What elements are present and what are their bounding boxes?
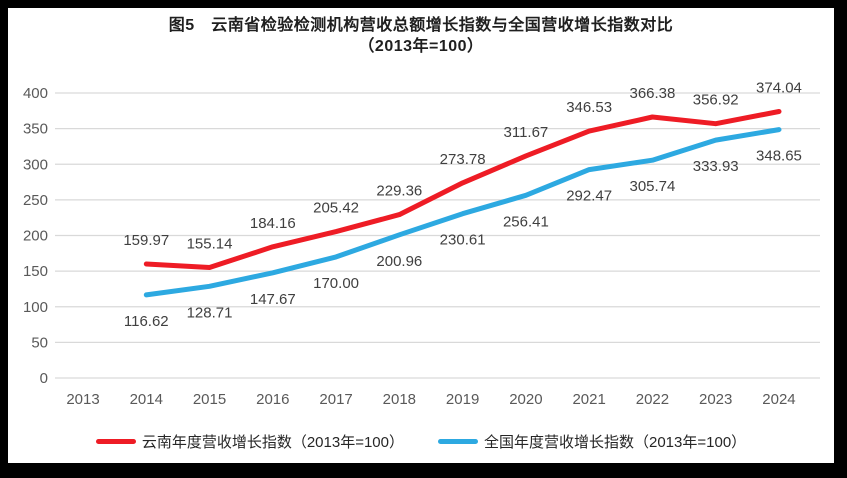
series-line-1: [143, 127, 782, 298]
data-label-series1-2015: 128.71: [187, 304, 233, 321]
data-label-series1-2023: 333.93: [693, 158, 739, 175]
y-axis-tick-400: 400: [23, 85, 48, 102]
data-label-series0-2017: 205.42: [313, 200, 359, 217]
data-label-series1-2019: 230.61: [440, 232, 486, 249]
legend-item-yunnan: 云南年度营收增长指数（2013年=100）: [95, 431, 404, 452]
y-axis-tick-200: 200: [23, 228, 48, 245]
chart-title-line1: 图5 云南省检验检测机构营收总额增长指数与全国营收增长指数对比: [168, 17, 674, 34]
x-axis-tick-2020: 2020: [509, 391, 542, 408]
data-label-series1-2021: 292.47: [566, 188, 612, 205]
data-label-series0-2016: 184.16: [250, 215, 296, 232]
series-line-0: [143, 109, 782, 270]
data-label-series1-2014: 116.62: [124, 313, 169, 330]
data-label-series1-2020: 256.41: [503, 213, 549, 230]
x-axis-tick-2015: 2015: [193, 391, 226, 408]
x-axis-tick-2018: 2018: [383, 391, 416, 408]
y-axis-tick-50: 50: [31, 334, 48, 351]
y-axis-tick-150: 150: [23, 263, 48, 280]
data-label-series0-2023: 356.92: [693, 92, 739, 109]
legend-label-yunnan: 云南年度营收增长指数（2013年=100）: [141, 434, 404, 451]
data-label-series0-2015: 155.14: [187, 235, 233, 252]
data-label-series1-2018: 200.96: [376, 253, 422, 270]
y-axis-tick-350: 350: [23, 121, 48, 138]
y-axis-tick-100: 100: [23, 299, 48, 316]
data-label-series1-2016: 147.67: [250, 291, 296, 308]
chart-title: 图5 云南省检验检测机构营收总额增长指数与全国营收增长指数对比 （2013年=1…: [8, 15, 834, 57]
legend-item-national: 全国年度营收增长指数（2013年=100）: [438, 431, 746, 452]
data-label-series0-2014: 159.97: [123, 232, 169, 249]
data-label-series1-2022: 305.74: [629, 178, 675, 195]
data-label-series0-2020: 311.67: [504, 124, 549, 141]
data-label-series0-2018: 229.36: [376, 183, 422, 200]
y-axis-tick-0: 0: [40, 370, 48, 387]
x-axis-tick-2017: 2017: [319, 391, 352, 408]
x-axis-tick-2019: 2019: [446, 391, 479, 408]
data-label-series0-2021: 346.53: [566, 99, 612, 116]
x-axis-tick-2023: 2023: [699, 391, 732, 408]
chart-title-line2: （2013年=100）: [358, 38, 484, 55]
x-axis-tick-2021: 2021: [572, 391, 605, 408]
legend-label-national: 全国年度营收增长指数（2013年=100）: [484, 434, 747, 451]
legend: 云南年度营收增长指数（2013年=100） 全国年度营收增长指数（2013年=1…: [8, 431, 834, 452]
x-axis-tick-2024: 2024: [762, 391, 795, 408]
y-axis-tick-300: 300: [23, 156, 48, 173]
y-axis-tick-250: 250: [23, 192, 48, 209]
legend-swatch-yunnan-line: [95, 439, 136, 444]
x-axis-tick-2013: 2013: [66, 391, 99, 408]
x-axis-tick-2022: 2022: [636, 391, 669, 408]
legend-swatch-national-line: [438, 439, 478, 444]
x-axis-tick-2014: 2014: [130, 391, 163, 408]
x-axis-tick-2016: 2016: [256, 391, 289, 408]
data-label-series0-2022: 366.38: [629, 85, 675, 102]
data-label-series0-2019: 273.78: [440, 151, 486, 168]
data-label-series1-2024: 348.65: [756, 148, 802, 165]
data-label-series0-2024: 374.04: [756, 79, 802, 96]
data-label-series1-2017: 170.00: [313, 275, 359, 292]
